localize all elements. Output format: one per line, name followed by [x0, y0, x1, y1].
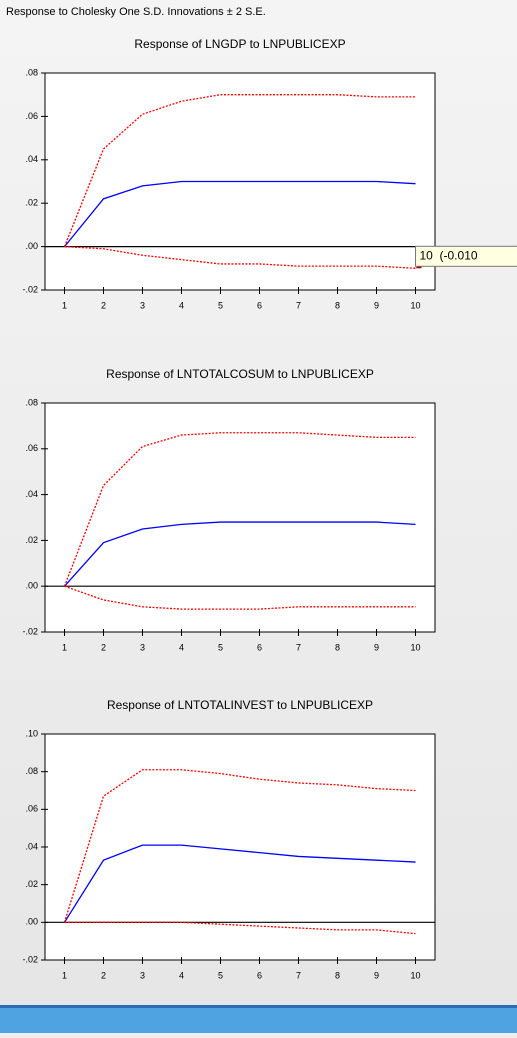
y-tick-label: .08 [25, 766, 38, 776]
chart-title: Response of LNTOTALINVEST to LNPUBLICEXP [107, 698, 373, 712]
x-tick-label: 9 [374, 970, 379, 980]
x-tick-label: 3 [140, 970, 145, 980]
y-tick-label: .06 [25, 443, 38, 453]
x-tick-label: 6 [257, 970, 262, 980]
y-tick-label: .04 [25, 489, 38, 499]
annotation: 10 (-0.010 [420, 248, 478, 262]
x-tick-label: 4 [179, 970, 184, 980]
x-tick-label: 8 [335, 300, 340, 310]
x-tick-label: 4 [179, 642, 184, 652]
x-tick-label: 1 [62, 970, 67, 980]
x-tick-label: 2 [101, 300, 106, 310]
y-tick-label: .04 [25, 841, 38, 851]
status-bar [0, 1005, 517, 1033]
x-tick-label: 2 [101, 970, 106, 980]
chart-title: Response of LNGDP to LNPUBLICEXP [134, 37, 345, 51]
x-tick-label: 5 [218, 300, 223, 310]
page-title: Response to Cholesky One S.D. Innovation… [6, 6, 266, 18]
y-tick-label: .00 [25, 917, 38, 927]
x-tick-label: 4 [179, 300, 184, 310]
x-tick-label: 2 [101, 642, 106, 652]
y-tick-label: .02 [25, 535, 38, 545]
y-tick-label: .02 [25, 879, 38, 889]
y-tick-label: .00 [25, 241, 38, 251]
x-tick-label: 10 [410, 300, 420, 310]
x-tick-label: 9 [374, 300, 379, 310]
y-tick-label: .08 [25, 397, 38, 407]
y-tick-label: .06 [25, 804, 38, 814]
x-tick-label: 9 [374, 642, 379, 652]
chart-title: Response of LNTOTALCOSUM to LNPUBLICEXP [106, 367, 374, 381]
y-tick-label: .00 [25, 581, 38, 591]
x-tick-label: 5 [218, 970, 223, 980]
x-tick-label: 6 [257, 300, 262, 310]
x-tick-label: 8 [335, 642, 340, 652]
y-tick-label: .08 [25, 67, 38, 77]
y-tick-label: -.02 [22, 954, 38, 964]
x-tick-label: 8 [335, 970, 340, 980]
x-tick-label: 7 [296, 642, 301, 652]
y-tick-label: -.02 [22, 284, 38, 294]
x-tick-label: 7 [296, 300, 301, 310]
plot-area [45, 734, 435, 960]
x-tick-label: 3 [140, 300, 145, 310]
x-tick-label: 10 [410, 642, 420, 652]
y-tick-label: .10 [25, 728, 38, 738]
status-bar-edge [0, 1005, 517, 1008]
x-tick-label: 6 [257, 642, 262, 652]
y-tick-label: .06 [25, 111, 38, 121]
x-tick-label: 1 [62, 642, 67, 652]
plot-area [45, 403, 435, 632]
x-tick-label: 5 [218, 642, 223, 652]
x-tick-label: 1 [62, 300, 67, 310]
x-tick-label: 7 [296, 970, 301, 980]
y-tick-label: .02 [25, 198, 38, 208]
y-tick-label: .04 [25, 154, 38, 164]
y-tick-label: -.02 [22, 626, 38, 636]
x-tick-label: 10 [410, 970, 420, 980]
x-tick-label: 3 [140, 642, 145, 652]
